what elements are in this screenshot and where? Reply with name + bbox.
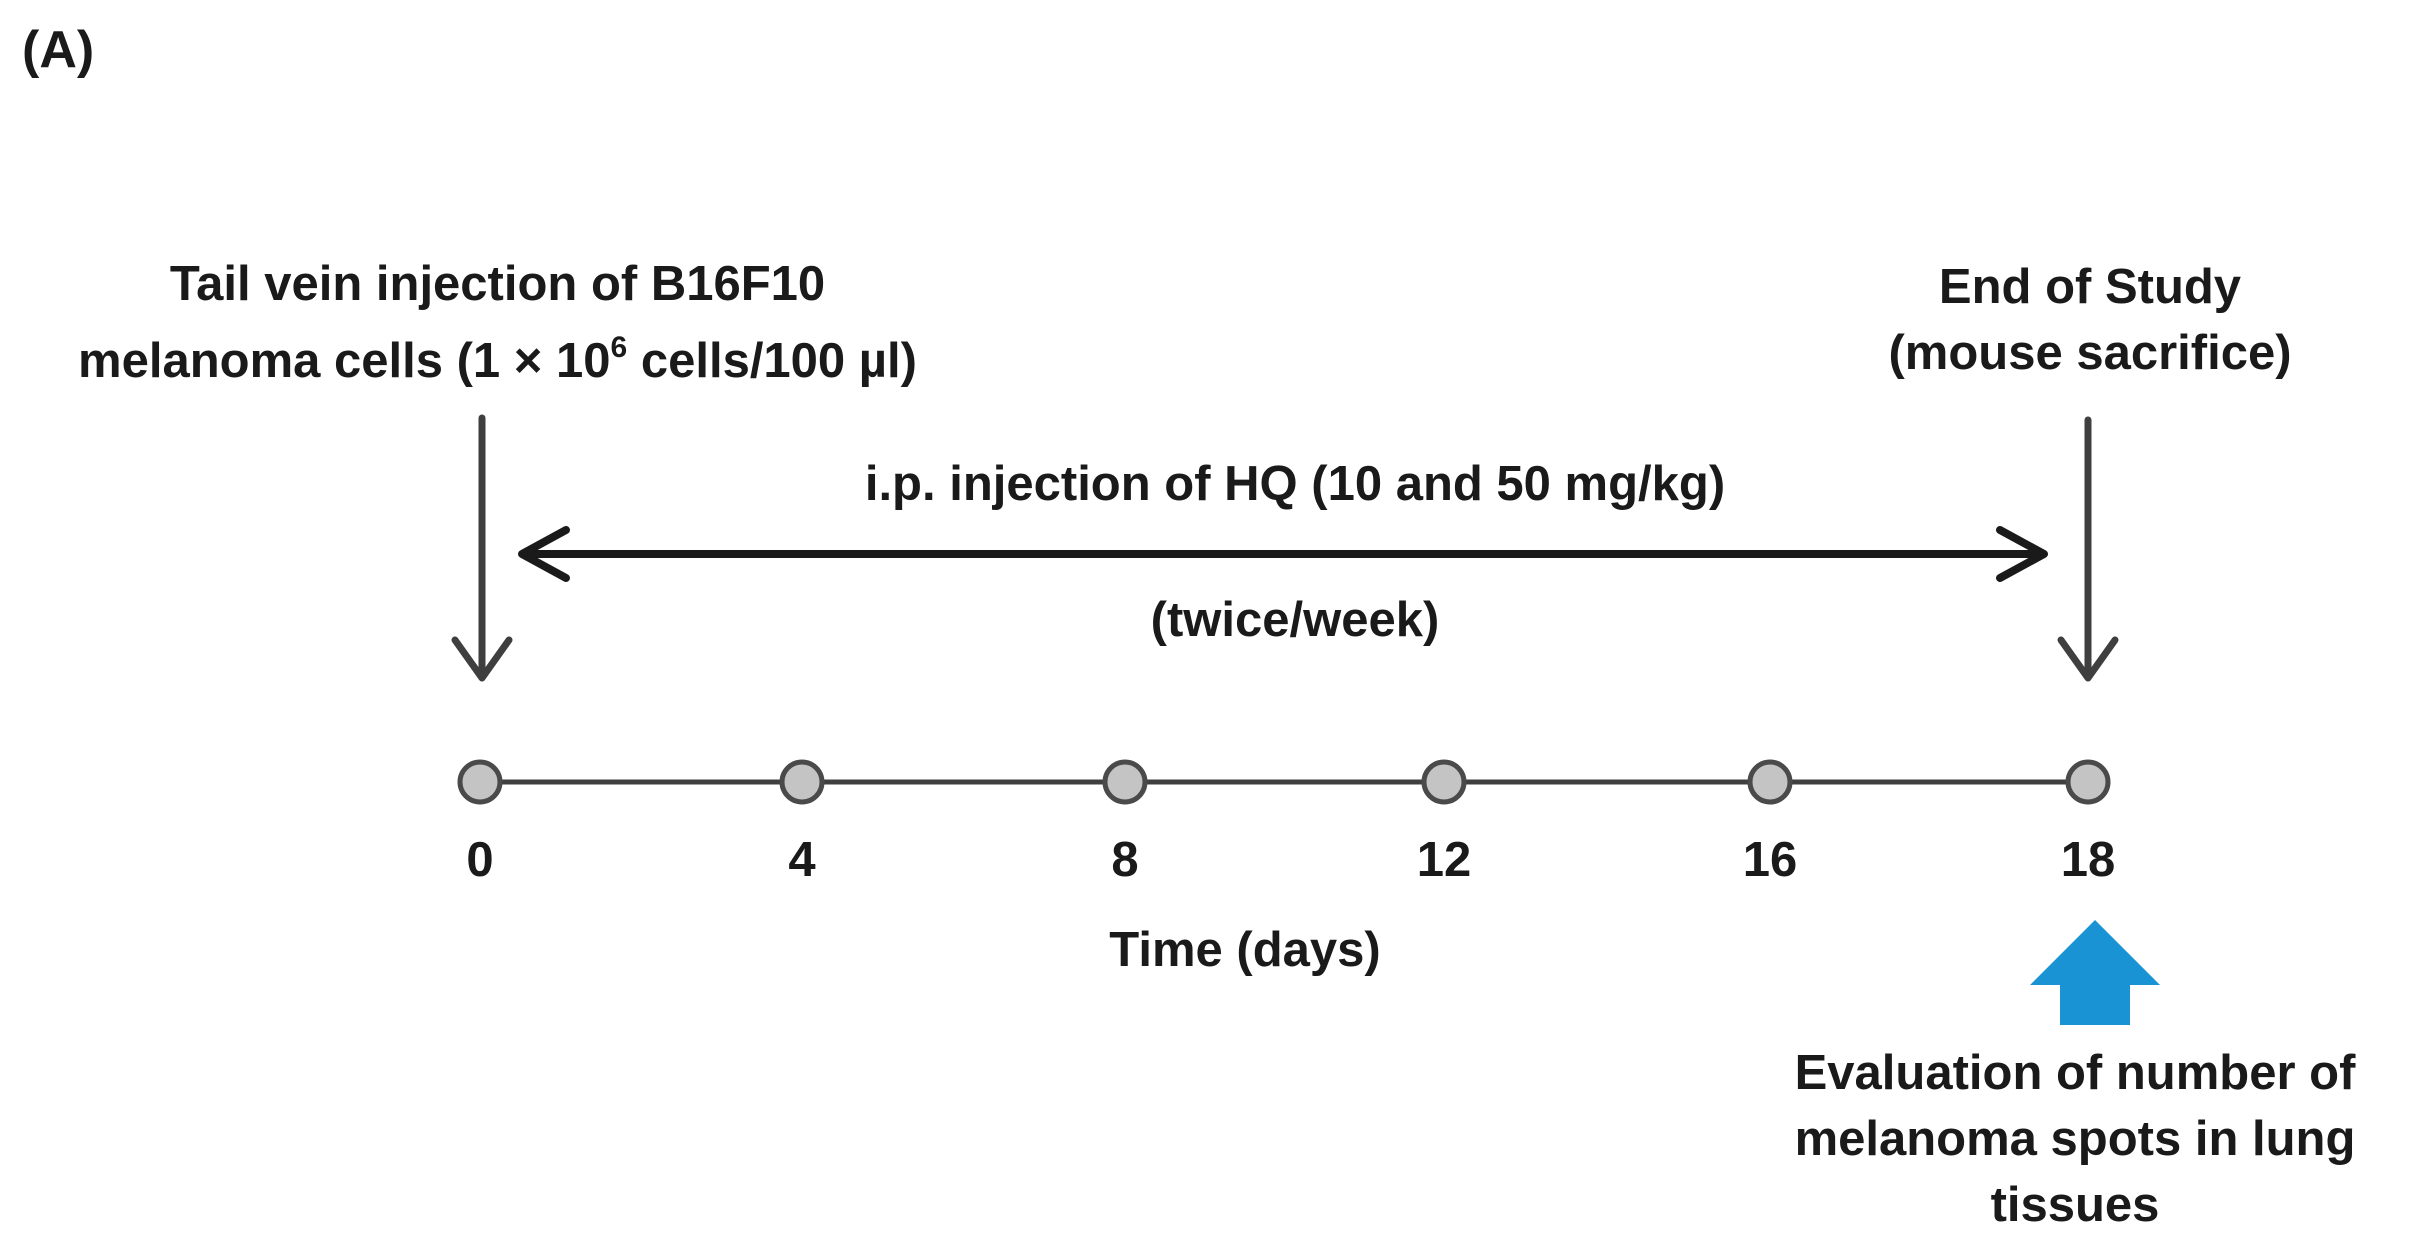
timeline-node-day-16	[1747, 759, 1793, 805]
evaluation-line-1: Evaluation of number of	[1794, 1046, 2356, 1100]
end-event-line-2: (mouse sacrifice)	[1888, 326, 2292, 380]
end-event-label: End of Study (mouse sacrifice)	[1840, 254, 2340, 386]
evaluation-line-3: tissues	[1990, 1178, 2160, 1232]
timeline-node-day-0	[457, 759, 503, 805]
tick-label-day-12: 12	[1416, 833, 1472, 887]
timeline-node-day-8	[1102, 759, 1148, 805]
timeline-node-day-4	[779, 759, 825, 805]
time-axis-label: Time (days)	[1109, 923, 1381, 977]
start-event-line-2-prefix: melanoma cells (1 × 10	[78, 334, 611, 388]
tick-label-day-8: 8	[1111, 833, 1139, 887]
evaluation-line-2: melanoma spots in lung	[1794, 1112, 2356, 1166]
start-event-line-1: Tail vein injection of B16F10	[169, 257, 826, 311]
timeline-nodes	[457, 759, 2111, 805]
tick-label-day-4: 4	[788, 833, 816, 887]
start-event-line-2-suffix: cells/100 µl)	[627, 334, 917, 388]
tick-label-day-16: 16	[1742, 833, 1798, 887]
tick-label-day-0: 0	[466, 833, 494, 887]
start-event-superscript: 6	[610, 331, 628, 364]
evaluation-label: Evaluation of number of melanoma spots i…	[1730, 1040, 2420, 1238]
panel-label: (A)	[22, 21, 95, 79]
evaluation-up-arrow-icon	[2030, 920, 2160, 1025]
start-event-label: Tail vein injection of B16F10 melanoma c…	[0, 252, 995, 393]
end-down-arrow	[2057, 416, 2119, 682]
treatment-label: i.p. injection of HQ (10 and 50 mg/kg)	[864, 457, 1726, 511]
end-event-line-1: End of Study	[1938, 260, 2242, 314]
treatment-double-arrow	[518, 526, 2048, 582]
timeline-node-day-18	[2065, 759, 2111, 805]
treatment-frequency: (twice/week)	[1150, 593, 1440, 647]
timeline-node-day-12	[1421, 759, 1467, 805]
start-event-line-2: melanoma cells (1 × 106 cells/100 µl)	[0, 316, 995, 393]
tick-label-day-18: 18	[2060, 833, 2116, 887]
start-down-arrow	[451, 414, 513, 682]
